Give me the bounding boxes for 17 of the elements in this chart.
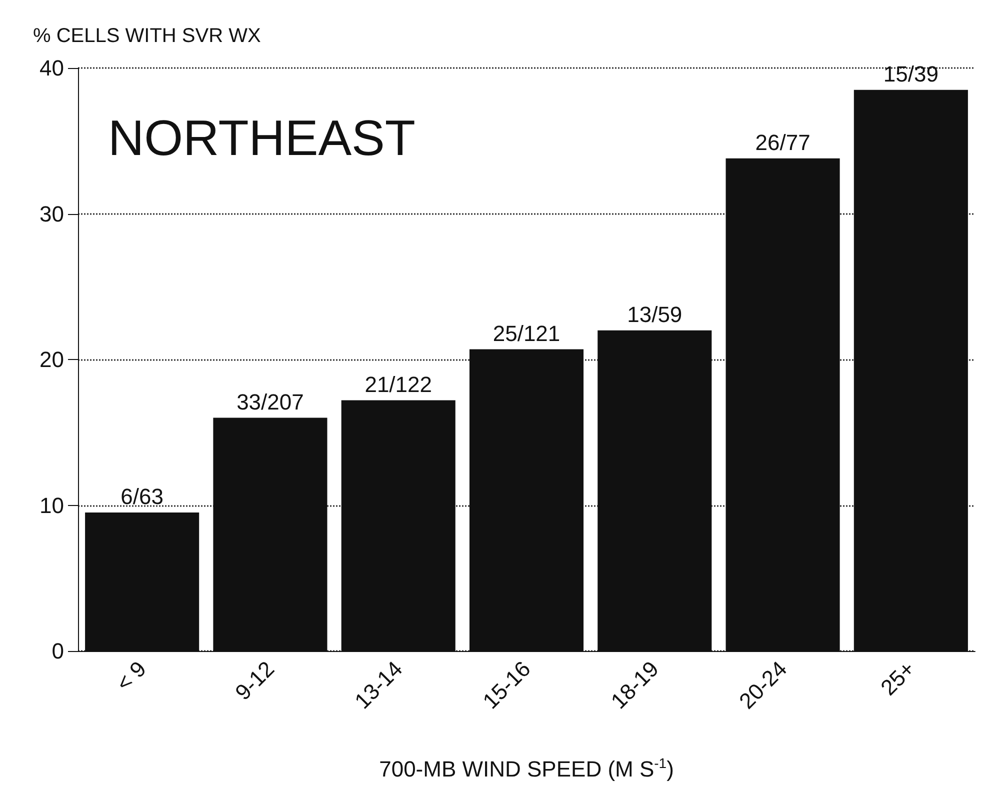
data-label: 26/77 [755,130,810,155]
x-tick-label: 25+ [876,656,920,700]
y-tick-label: 0 [52,638,64,664]
y-tick-label: 40 [40,56,64,80]
y-tick-label: 10 [40,492,64,518]
data-label: 13/59 [627,302,682,327]
x-tick-label: < 9 [111,656,151,696]
annotation: NORTHEAST [108,110,416,166]
y-tick-label: 30 [40,201,64,226]
x-tick-label: 9-12 [230,656,280,705]
data-label: 6/63 [120,484,164,510]
data-label: 15/39 [883,61,938,86]
data-label: 21/122 [364,372,432,397]
data-label: 33/207 [236,389,304,414]
data-label: 25/121 [492,320,560,346]
y-axis-title: % CELLS WITH SVR WX [33,25,261,47]
y-tick-label: 20 [40,347,64,372]
